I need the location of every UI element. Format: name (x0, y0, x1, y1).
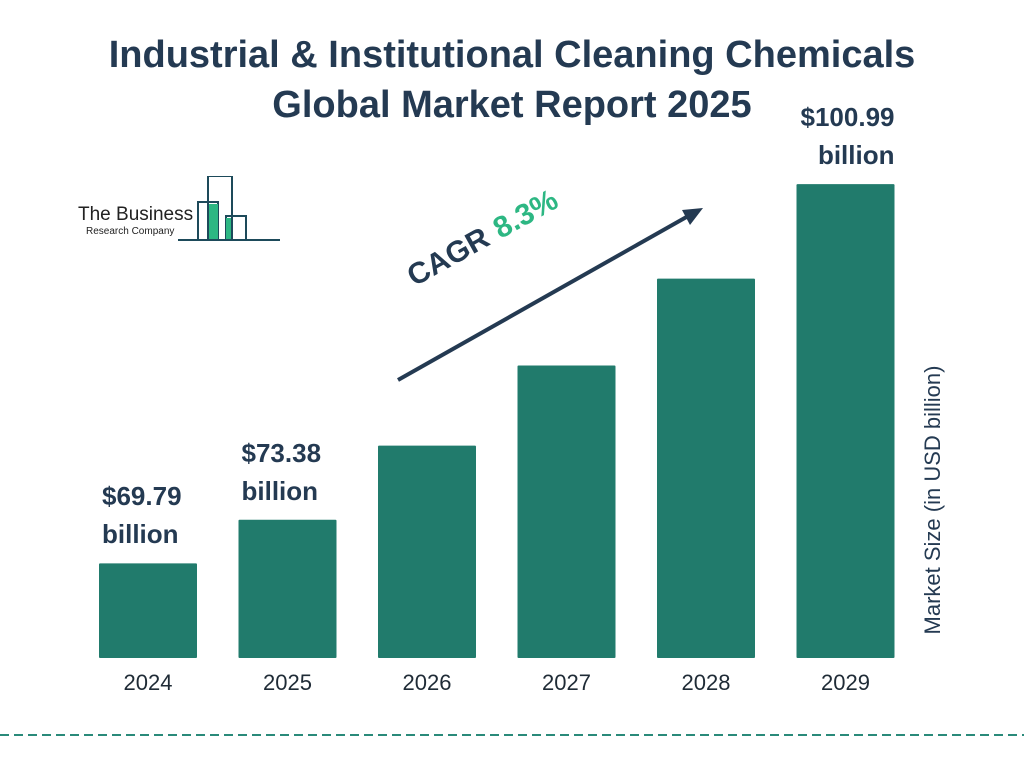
data-label-line1: $73.38 (241, 437, 322, 468)
x-tick-label: 2029 (821, 670, 870, 695)
data-label-line2: billion (817, 140, 895, 171)
x-tick-label: 2025 (263, 670, 312, 695)
title-line-2: Global Market Report 2025 (272, 84, 752, 126)
bar-2027 (517, 365, 616, 658)
x-tick-label: 2027 (542, 670, 591, 695)
bar-2029 (796, 184, 895, 659)
x-tick-label: 2028 (682, 670, 731, 695)
bar-2025 (238, 519, 337, 658)
logo-buildings-icon (178, 176, 280, 241)
data-label-line2: billion (102, 519, 179, 550)
cagr-arrowhead-icon (682, 208, 703, 225)
data-label: $100.99 billion (801, 98, 895, 174)
data-label-line2: billion (241, 475, 319, 506)
title-line-1: Industrial & Institutional Cleaning Chem… (108, 34, 916, 76)
logo-text-line-1: The Business (78, 204, 194, 225)
x-tick-label: 2024 (124, 670, 173, 695)
bar-2024 (99, 563, 197, 658)
bar-2026 (378, 445, 476, 658)
bar-2028 (657, 278, 755, 658)
y-axis-label: Market Size (in USD billion) (920, 365, 945, 635)
data-label: $73.38 billion (242, 434, 322, 510)
cagr-arrow (397, 213, 691, 382)
chart-title: Industrial & Institutional Cleaning Chem… (0, 30, 1024, 130)
logo-text-line-2: Research Company (86, 226, 175, 237)
x-tick-label: 2026 (403, 670, 452, 695)
data-label-line1: $69.79 (102, 481, 182, 512)
data-label-line1: $100.99 (800, 102, 895, 133)
data-label: $69.79 billion (102, 477, 182, 553)
